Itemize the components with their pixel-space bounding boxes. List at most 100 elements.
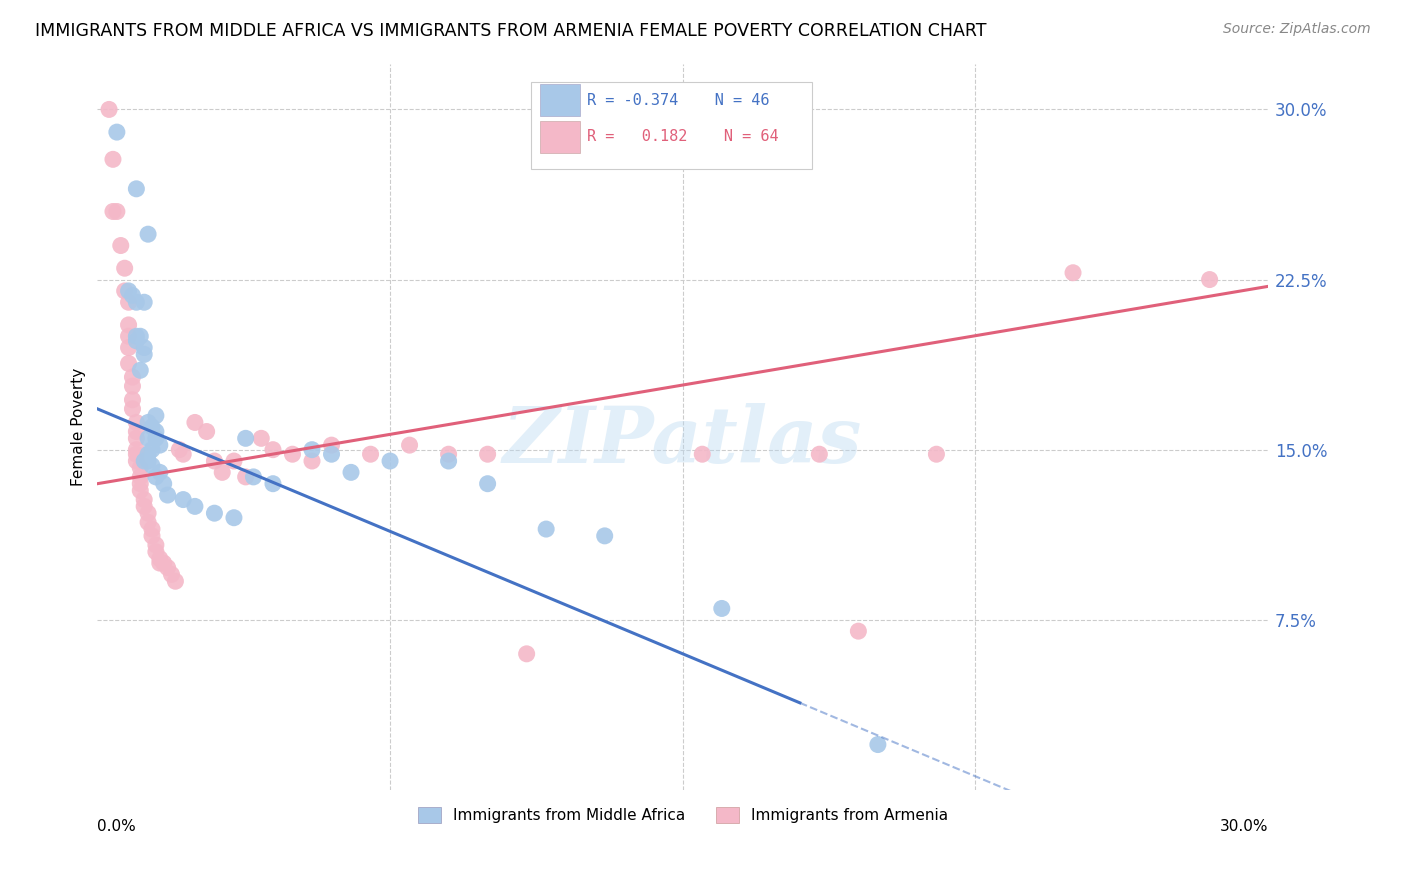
Text: R =   0.182    N = 64: R = 0.182 N = 64 xyxy=(586,129,779,145)
Point xyxy=(134,492,156,507)
Point xyxy=(125,425,148,439)
Point xyxy=(301,442,323,457)
Point xyxy=(160,567,183,582)
Point xyxy=(114,261,136,276)
Point xyxy=(117,318,139,332)
Point xyxy=(125,329,148,343)
Point xyxy=(145,470,167,484)
Point xyxy=(125,334,148,348)
Point xyxy=(149,551,172,566)
Point xyxy=(262,476,284,491)
Point xyxy=(129,460,152,475)
Point xyxy=(262,442,284,457)
Point xyxy=(121,379,143,393)
Point xyxy=(134,341,156,355)
Point xyxy=(141,442,163,457)
Point xyxy=(125,431,148,445)
FancyBboxPatch shape xyxy=(540,85,579,116)
Point xyxy=(321,447,343,461)
Point xyxy=(172,492,194,507)
Point xyxy=(136,506,159,520)
Point xyxy=(117,295,139,310)
Point xyxy=(398,438,420,452)
Point xyxy=(129,363,152,377)
Point xyxy=(125,454,148,468)
Legend: Immigrants from Middle Africa, Immigrants from Armenia: Immigrants from Middle Africa, Immigrant… xyxy=(412,801,955,830)
Point xyxy=(145,431,167,445)
Point xyxy=(125,416,148,430)
Point xyxy=(593,529,616,543)
Point xyxy=(378,454,401,468)
Point xyxy=(152,476,174,491)
Point xyxy=(165,574,187,589)
Point xyxy=(145,538,167,552)
FancyBboxPatch shape xyxy=(530,82,811,169)
Point xyxy=(105,204,128,219)
Point xyxy=(690,447,713,461)
Point xyxy=(136,447,159,461)
Point xyxy=(152,556,174,570)
Point xyxy=(125,182,148,196)
Text: R = -0.374    N = 46: R = -0.374 N = 46 xyxy=(586,93,769,108)
Point xyxy=(204,454,226,468)
Point xyxy=(117,284,139,298)
Point xyxy=(98,103,121,117)
Point xyxy=(340,466,363,480)
Point xyxy=(129,476,152,491)
Point xyxy=(136,227,159,242)
Point xyxy=(121,288,143,302)
Point xyxy=(710,601,733,615)
Point xyxy=(866,738,889,752)
Point xyxy=(134,347,156,361)
Point xyxy=(925,447,948,461)
Y-axis label: Female Poverty: Female Poverty xyxy=(72,368,86,486)
Point xyxy=(235,470,257,484)
Point xyxy=(125,295,148,310)
Point xyxy=(105,125,128,139)
FancyBboxPatch shape xyxy=(540,120,579,153)
Point xyxy=(129,329,152,343)
Point xyxy=(321,438,343,452)
Point xyxy=(156,488,179,502)
Point xyxy=(110,238,132,252)
Text: 30.0%: 30.0% xyxy=(1219,819,1268,834)
Point xyxy=(156,560,179,574)
Text: 0.0%: 0.0% xyxy=(97,819,136,834)
Point xyxy=(101,204,124,219)
Point xyxy=(1062,266,1084,280)
Point xyxy=(136,515,159,529)
Point xyxy=(808,447,831,461)
Point xyxy=(117,329,139,343)
Point xyxy=(1198,272,1220,286)
Point xyxy=(149,438,172,452)
Point xyxy=(235,431,257,445)
Point xyxy=(184,416,207,430)
Point xyxy=(129,483,152,498)
Point xyxy=(136,416,159,430)
Point xyxy=(134,295,156,310)
Point xyxy=(134,500,156,514)
Point xyxy=(149,556,172,570)
Point xyxy=(125,447,148,461)
Point xyxy=(134,454,156,468)
Point xyxy=(136,431,159,445)
Point xyxy=(136,454,159,468)
Point xyxy=(301,454,323,468)
Point xyxy=(534,522,557,536)
Point xyxy=(169,442,191,457)
Point xyxy=(125,442,148,457)
Point xyxy=(145,545,167,559)
Point xyxy=(222,454,245,468)
Point xyxy=(101,153,124,167)
Point xyxy=(145,425,167,439)
Point xyxy=(129,470,152,484)
Point xyxy=(360,447,382,461)
Point xyxy=(172,447,194,461)
Point xyxy=(242,470,264,484)
Point xyxy=(477,476,499,491)
Point xyxy=(211,466,233,480)
Point xyxy=(184,500,207,514)
Point xyxy=(281,447,304,461)
Point xyxy=(195,425,218,439)
Point xyxy=(121,401,143,416)
